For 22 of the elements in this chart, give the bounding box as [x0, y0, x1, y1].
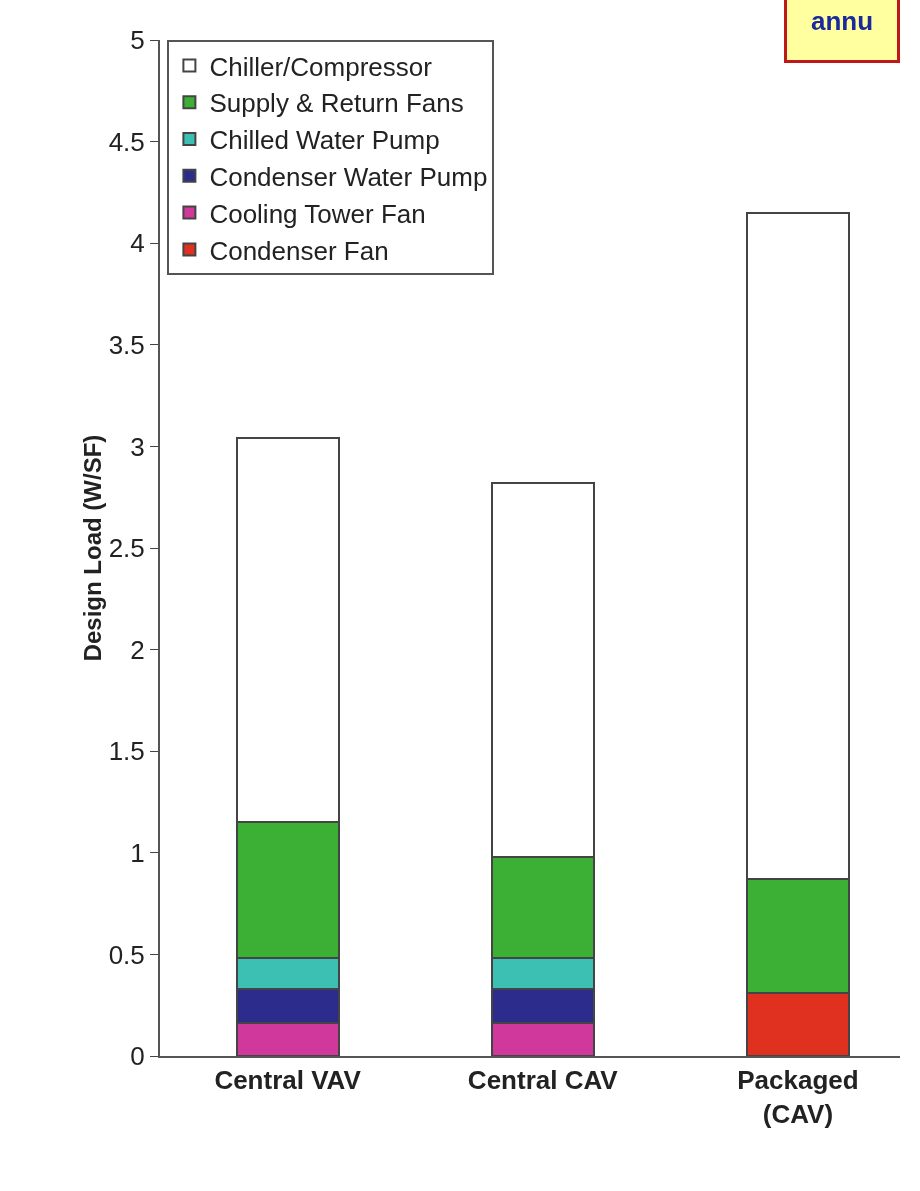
y-tick-label: 4	[130, 228, 145, 259]
y-tick-label: 1	[130, 837, 145, 868]
legend-label: Condenser Fan	[209, 235, 389, 266]
legend-label: Supply & Return Fans	[209, 88, 464, 119]
y-tick-label: 3	[130, 431, 145, 462]
text: annu	[811, 6, 874, 36]
legend-label: Condenser Water Pump	[209, 161, 488, 192]
y-tick-label: 0.5	[108, 939, 145, 970]
y-tick-label: 2.5	[108, 533, 145, 564]
x-tick-label: Packaged (CAV)	[737, 1065, 859, 1129]
y-tick-label: 0	[130, 1041, 145, 1072]
legend-label: Cooling Tower Fan	[209, 198, 426, 229]
y-tick-label: 1.5	[108, 736, 145, 767]
legend-label: Chilled Water Pump	[209, 125, 440, 156]
y-tick-label: 4.5	[108, 126, 145, 157]
y-tick-label: 3.5	[108, 329, 145, 360]
legend-label: Chiller/Compressor	[209, 51, 433, 82]
y-tick-label: 2	[130, 634, 145, 665]
x-tick-label: Central VAV	[214, 1065, 362, 1096]
x-tick-label: Central CAV	[467, 1065, 619, 1096]
y-axis-title: Design Load (W/SF)	[79, 434, 106, 662]
y-tick-label: 5	[130, 25, 145, 56]
